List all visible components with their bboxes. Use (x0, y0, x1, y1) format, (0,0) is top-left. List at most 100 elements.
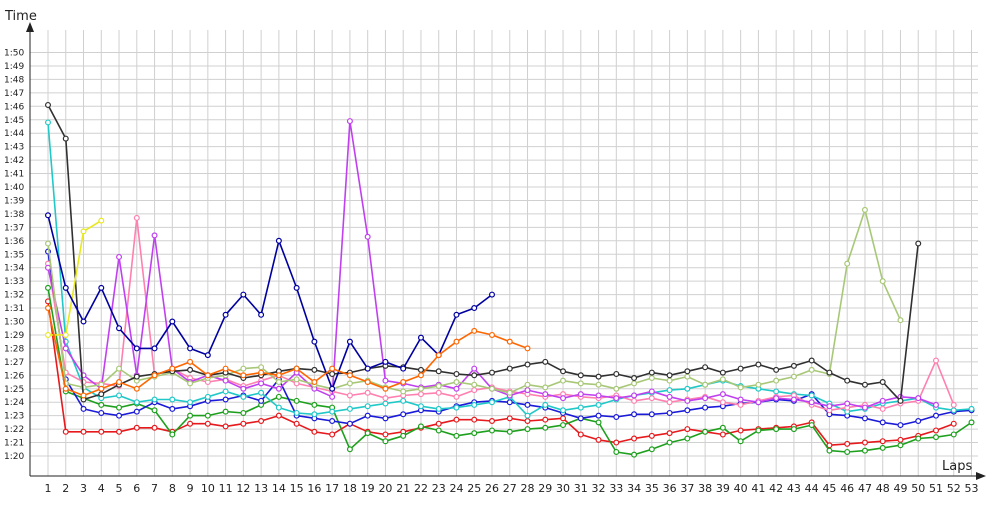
data-point (44, 305, 51, 312)
data-point (453, 416, 460, 423)
data-point (346, 338, 353, 345)
data-point (932, 357, 939, 364)
x-tick-label: 46 (840, 482, 854, 495)
y-tick-label: 1:33 (4, 277, 24, 287)
data-point (471, 327, 478, 334)
data-point (453, 338, 460, 345)
x-tick-label: 39 (716, 482, 730, 495)
data-point (950, 420, 957, 427)
y-tick-label: 1:23 (4, 412, 24, 422)
data-point (346, 405, 353, 412)
data-point (204, 393, 211, 400)
data-point (879, 405, 886, 412)
y-tick-label: 1:29 (4, 331, 24, 341)
data-point (631, 435, 638, 442)
data-point (240, 420, 247, 427)
data-point (737, 384, 744, 391)
data-point (453, 311, 460, 318)
x-tick-label: 2 (62, 482, 69, 495)
data-point (204, 420, 211, 427)
data-point (364, 403, 371, 410)
data-point (116, 379, 123, 386)
data-point (648, 388, 655, 395)
data-point (506, 399, 513, 406)
data-point (631, 411, 638, 418)
data-point (382, 438, 389, 445)
data-point (382, 358, 389, 365)
x-tick-label: 50 (911, 482, 925, 495)
data-point (435, 389, 442, 396)
data-point (222, 408, 229, 415)
data-point (666, 399, 673, 406)
data-point (204, 412, 211, 419)
data-point (773, 388, 780, 395)
data-point (329, 408, 336, 415)
data-point (44, 240, 51, 247)
data-point (773, 426, 780, 433)
data-point (560, 395, 567, 402)
data-point (506, 365, 513, 372)
data-point (684, 397, 691, 404)
data-point (542, 401, 549, 408)
y-tick-label: 1:34 (4, 264, 24, 274)
data-point (808, 399, 815, 406)
data-point (577, 431, 584, 438)
data-point (240, 393, 247, 400)
data-point (62, 284, 69, 291)
data-point (471, 305, 478, 312)
data-point (98, 409, 105, 416)
data-point (293, 409, 300, 416)
x-tick-label: 30 (556, 482, 570, 495)
data-point (311, 338, 318, 345)
data-point (613, 439, 620, 446)
data-point (826, 369, 833, 376)
data-point (187, 399, 194, 406)
data-point (435, 352, 442, 359)
series-lines (44, 101, 975, 458)
data-point (133, 424, 140, 431)
data-point (826, 447, 833, 454)
data-point (258, 311, 265, 318)
data-point (577, 415, 584, 422)
data-point (844, 377, 851, 384)
data-point (133, 408, 140, 415)
data-point (897, 436, 904, 443)
data-point (897, 442, 904, 449)
data-point (293, 420, 300, 427)
x-tick-label: 12 (236, 482, 250, 495)
data-point (489, 399, 496, 406)
y-tick-label: 1:50 (4, 49, 24, 59)
data-point (897, 397, 904, 404)
data-point (915, 418, 922, 425)
data-point (542, 416, 549, 423)
y-tick-label: 1:30 (4, 318, 24, 328)
data-point (915, 240, 922, 247)
data-point (666, 377, 673, 384)
data-point (524, 345, 531, 352)
data-point (489, 385, 496, 392)
data-point (453, 404, 460, 411)
x-tick-label: 7 (151, 482, 158, 495)
data-point (311, 411, 318, 418)
data-point (417, 423, 424, 430)
x-tick-label: 53 (965, 482, 979, 495)
data-point (169, 396, 176, 403)
y-tick-label: 1:46 (4, 102, 24, 112)
x-tick-label: 47 (858, 482, 872, 495)
x-tick-label: 40 (734, 482, 748, 495)
data-point (524, 426, 531, 433)
data-point (932, 401, 939, 408)
series-group (44, 101, 922, 404)
data-point (275, 385, 282, 392)
data-point (80, 428, 87, 435)
data-point (471, 401, 478, 408)
data-point (471, 372, 478, 379)
data-point (62, 331, 69, 338)
data-point (844, 400, 851, 407)
data-point (879, 278, 886, 285)
x-tick-label: 23 (432, 482, 446, 495)
data-point (631, 451, 638, 458)
data-point (62, 345, 69, 352)
data-point (453, 379, 460, 386)
data-point (346, 446, 353, 453)
